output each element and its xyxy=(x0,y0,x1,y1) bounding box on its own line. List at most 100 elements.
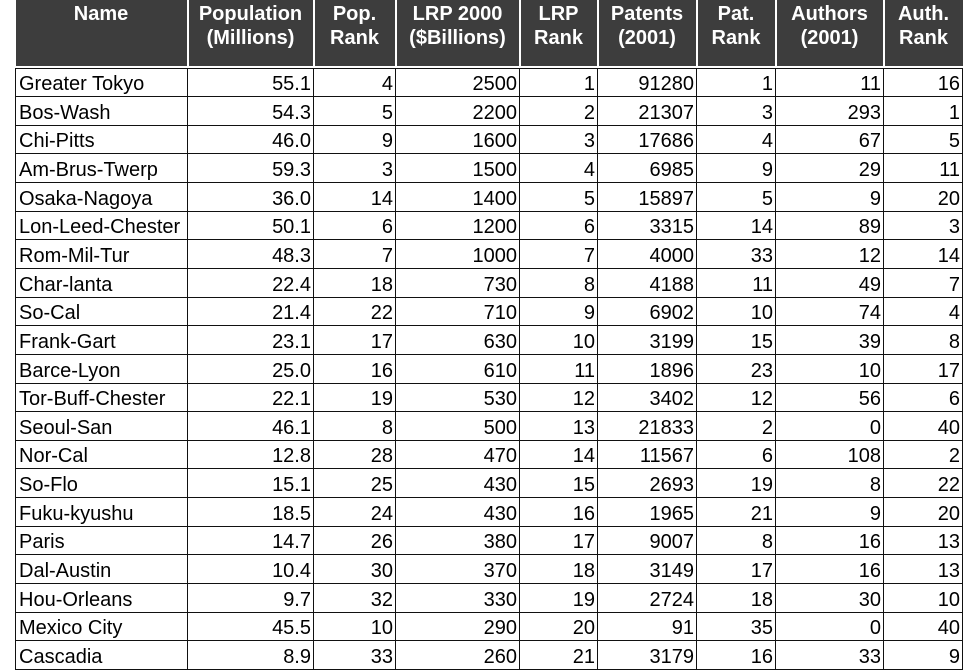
table-cell: 3 xyxy=(883,210,963,241)
table-cell: 14 xyxy=(519,439,598,470)
region-name-cell: Rom-Mil-Tur xyxy=(15,239,188,269)
table-cell: 32 xyxy=(313,583,396,613)
region-name-cell: Tor-Buff-Chester xyxy=(15,382,188,413)
table-cell: 40 xyxy=(883,611,963,642)
table-cell: 1500 xyxy=(395,153,520,184)
table-cell: 46.0 xyxy=(187,124,314,155)
table-row: Bos-Wash 54.3 5 2200 2 21307 3 293 1 xyxy=(15,96,963,126)
table-cell: 40 xyxy=(883,411,963,441)
column-header-line1: LRP 2000 xyxy=(412,3,503,25)
table-cell: 19 xyxy=(313,382,396,413)
table-cell: 3 xyxy=(519,124,598,155)
table-cell: 5 xyxy=(313,96,396,126)
table-cell: 22.4 xyxy=(187,267,314,298)
table-cell: 91 xyxy=(597,611,697,642)
table-cell: 1400 xyxy=(395,182,520,212)
table-cell: 6985 xyxy=(597,153,697,184)
gap-cell xyxy=(313,66,396,69)
table-row: Nor-Cal 12.8 28 470 14 11567 6 108 2 xyxy=(15,439,963,470)
column-header: LRP Rank xyxy=(518,0,598,66)
table-cell: 1600 xyxy=(395,124,520,155)
table-cell: 3402 xyxy=(597,382,697,413)
region-name-cell: Cascadia xyxy=(15,640,188,670)
table-cell: 8 xyxy=(883,325,963,355)
table-cell: 18.5 xyxy=(187,497,314,527)
table-cell: 1896 xyxy=(597,353,697,384)
table-cell: 54.3 xyxy=(187,96,314,126)
gap-cell xyxy=(597,66,697,69)
column-header-line2: (Millions) xyxy=(206,27,295,49)
table-cell: 10 xyxy=(883,583,963,613)
table-cell: 430 xyxy=(395,468,520,499)
table-cell: 21833 xyxy=(597,411,697,441)
column-header: Authors (2001) xyxy=(774,0,884,66)
table-cell: 20 xyxy=(519,611,598,642)
table-cell: 12 xyxy=(696,382,776,413)
region-name-cell: So-Cal xyxy=(15,296,188,327)
table-cell: 15.1 xyxy=(187,468,314,499)
table-cell: 6 xyxy=(313,210,396,241)
table-row: Seoul-San 46.1 8 500 13 21833 2 0 40 xyxy=(15,411,963,441)
table-cell: 14 xyxy=(883,239,963,269)
gap-cell xyxy=(519,66,598,69)
table-cell: 0 xyxy=(775,411,884,441)
table-cell: 17686 xyxy=(597,124,697,155)
table-cell: 33 xyxy=(313,640,396,670)
table-cell: 1965 xyxy=(597,497,697,527)
table-cell: 730 xyxy=(395,267,520,298)
table-cell: 11567 xyxy=(597,439,697,470)
table-row: Greater Tokyo 55.1 4 2500 1 91280 1 11 16 xyxy=(15,67,963,98)
table-cell: 6 xyxy=(696,439,776,470)
table-row: So-Cal 21.4 22 710 9 6902 10 74 4 xyxy=(15,296,963,327)
table-cell: 14.7 xyxy=(187,525,314,556)
column-header-line2: (2001) xyxy=(618,27,676,49)
table-row: Mexico City 45.5 10 290 20 91 35 0 40 xyxy=(15,611,963,642)
region-name-cell: Greater Tokyo xyxy=(15,67,188,98)
table-cell: 0 xyxy=(775,611,884,642)
table-cell: 9 xyxy=(696,153,776,184)
table-cell: 28 xyxy=(313,439,396,470)
table-cell: 18 xyxy=(313,267,396,298)
column-header: LRP 2000 ($Billions) xyxy=(394,0,520,66)
table-cell: 7 xyxy=(519,239,598,269)
region-name-cell: Lon-Leed-Chester xyxy=(15,210,188,241)
table-cell: 9007 xyxy=(597,525,697,556)
table-cell: 33 xyxy=(696,239,776,269)
table-cell: 530 xyxy=(395,382,520,413)
header-row: Name Population (Millions) Pop. Rank LRP 2000… xyxy=(15,0,963,66)
table-cell: 10 xyxy=(775,353,884,384)
region-name-cell: Paris xyxy=(15,525,188,556)
gap-cell xyxy=(395,66,520,69)
region-name-cell: So-Flo xyxy=(15,468,188,499)
table-cell: 55.1 xyxy=(187,67,314,98)
table-cell: 12 xyxy=(519,382,598,413)
table-cell: 8.9 xyxy=(187,640,314,670)
table-cell: 2724 xyxy=(597,583,697,613)
table-body: Greater Tokyo 55.1 4 2500 1 91280 1 11 16 Bos-Was… xyxy=(15,66,963,670)
table-cell: 9 xyxy=(883,640,963,670)
table-cell: 2500 xyxy=(395,67,520,98)
table-cell: 22 xyxy=(313,296,396,327)
table-cell: 17 xyxy=(313,325,396,355)
column-header-line2: Rank xyxy=(711,27,761,49)
region-name-cell: Barce-Lyon xyxy=(15,353,188,384)
table-cell: 610 xyxy=(395,353,520,384)
table-cell: 10.4 xyxy=(187,554,314,585)
table-cell: 15 xyxy=(519,468,598,499)
table-cell: 5 xyxy=(519,182,598,212)
table-row: Barce-Lyon 25.0 16 610 11 1896 23 10 17 xyxy=(15,353,963,384)
table-cell: 7 xyxy=(883,267,963,298)
table-cell: 5 xyxy=(883,124,963,155)
table-cell: 16 xyxy=(313,353,396,384)
table-cell: 17 xyxy=(883,353,963,384)
column-header: Pop. Rank xyxy=(312,0,396,66)
table-cell: 25.0 xyxy=(187,353,314,384)
table-cell: 11 xyxy=(775,67,884,98)
column-header: Pat. Rank xyxy=(695,0,776,66)
region-name-cell: Hou-Orleans xyxy=(15,583,188,613)
table-cell: 22 xyxy=(883,468,963,499)
region-name-cell: Bos-Wash xyxy=(15,96,188,126)
table-cell: 35 xyxy=(696,611,776,642)
column-header-line2: (2001) xyxy=(800,27,859,49)
table-cell: 16 xyxy=(696,640,776,670)
